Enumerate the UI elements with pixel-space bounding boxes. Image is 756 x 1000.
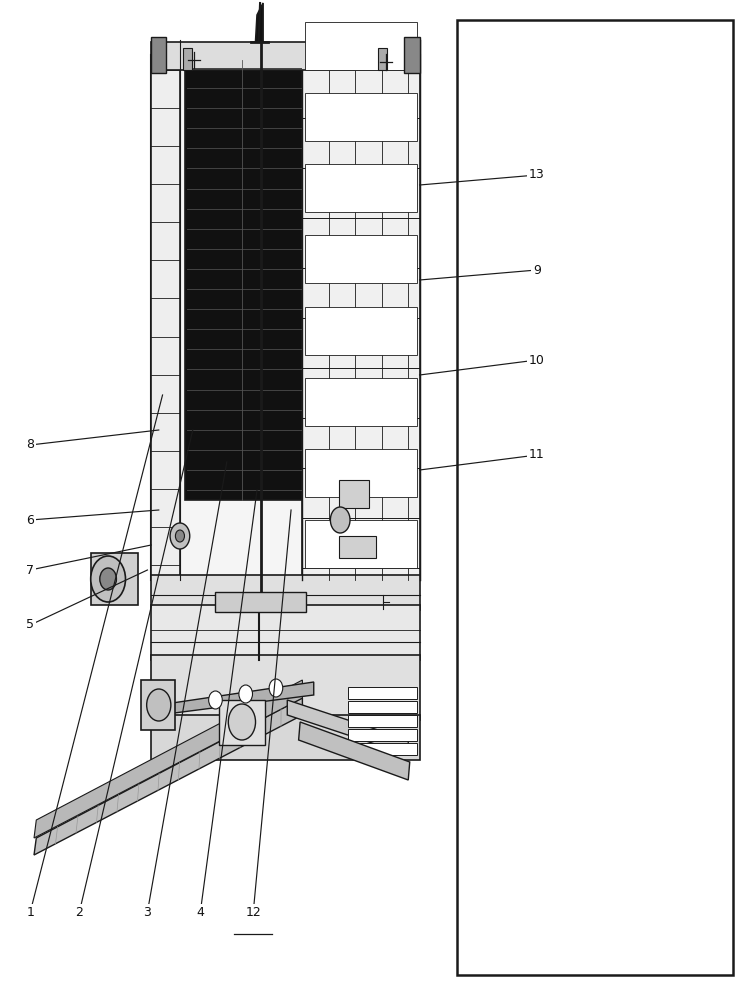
Circle shape — [170, 523, 190, 549]
Bar — [151, 605, 420, 660]
Bar — [305, 307, 417, 355]
Bar — [457, 20, 733, 975]
Circle shape — [228, 704, 256, 740]
Bar — [215, 592, 306, 612]
Text: 8: 8 — [26, 438, 34, 452]
Bar — [183, 48, 192, 70]
Polygon shape — [287, 700, 408, 755]
Bar — [305, 235, 417, 283]
Bar — [141, 680, 175, 730]
Text: 1: 1 — [26, 906, 34, 918]
Bar — [151, 715, 420, 760]
Bar — [305, 449, 417, 497]
Bar — [339, 480, 369, 508]
Bar — [91, 553, 138, 605]
Polygon shape — [159, 682, 314, 715]
Circle shape — [330, 507, 350, 533]
Text: 12: 12 — [246, 906, 261, 918]
Bar — [305, 520, 417, 568]
Bar — [305, 378, 417, 426]
Circle shape — [239, 685, 253, 703]
Bar — [305, 22, 417, 70]
Bar — [339, 536, 376, 558]
Circle shape — [91, 556, 125, 602]
Bar — [378, 48, 387, 70]
Bar — [219, 700, 265, 745]
Bar — [305, 164, 417, 212]
Text: 4: 4 — [197, 906, 204, 918]
Bar — [348, 743, 417, 755]
Text: 10: 10 — [529, 354, 544, 366]
Text: 13: 13 — [529, 168, 544, 182]
Circle shape — [269, 679, 283, 697]
Bar — [348, 701, 417, 713]
Text: 5: 5 — [26, 618, 34, 632]
Bar — [151, 55, 420, 580]
Bar — [305, 93, 417, 141]
Text: 9: 9 — [533, 263, 541, 276]
Polygon shape — [256, 3, 263, 42]
Polygon shape — [299, 722, 410, 780]
Text: 11: 11 — [529, 448, 544, 462]
Bar — [302, 55, 420, 580]
Bar — [404, 37, 420, 73]
Circle shape — [147, 689, 171, 721]
Bar — [151, 42, 420, 70]
Bar — [348, 687, 417, 699]
Circle shape — [175, 530, 184, 542]
Bar — [151, 655, 420, 720]
Polygon shape — [34, 698, 302, 855]
Text: 6: 6 — [26, 514, 34, 526]
Text: 3: 3 — [144, 906, 151, 918]
Polygon shape — [34, 680, 302, 838]
Circle shape — [209, 691, 222, 709]
Bar — [151, 37, 166, 73]
Bar — [185, 60, 302, 500]
Circle shape — [100, 568, 116, 590]
Bar — [348, 715, 417, 727]
Bar — [151, 55, 180, 580]
Bar — [348, 729, 417, 741]
Bar — [151, 575, 420, 610]
Text: 2: 2 — [76, 906, 83, 918]
Text: 7: 7 — [26, 564, 34, 576]
